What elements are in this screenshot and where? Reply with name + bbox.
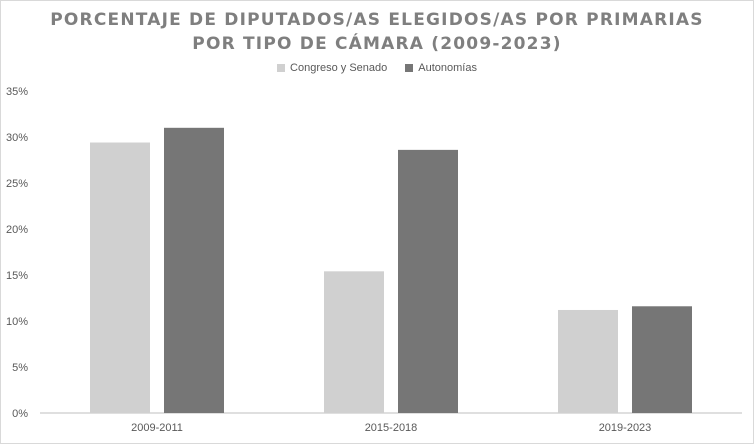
y-tick-label: 25%	[6, 178, 28, 190]
bar-autonomias-0	[164, 127, 224, 414]
y-tick-label: 30%	[6, 132, 28, 144]
bar-congreso-0	[90, 142, 150, 413]
y-tick-label: 0%	[12, 408, 28, 420]
chart-title-line-2: POR TIPO DE CÁMARA (2009-2023)	[192, 34, 562, 54]
y-tick-label: 10%	[6, 316, 28, 328]
y-tick-label: 15%	[6, 270, 28, 282]
x-tick-label: 2009-2011	[131, 422, 183, 434]
bar-congreso-1	[324, 271, 384, 413]
chart-legend: Congreso y Senado Autonomías	[0, 62, 754, 74]
y-tick-label: 5%	[12, 362, 28, 374]
legend-swatch-congreso	[277, 64, 286, 72]
legend-item-autonomias: Autonomías	[405, 62, 477, 74]
chart-title: PORCENTAJE DE DIPUTADOS/AS ELEGIDOS/AS P…	[0, 8, 754, 56]
y-tick-label: 20%	[6, 224, 28, 236]
x-tick-label: 2015-2018	[365, 422, 418, 434]
legend-item-congreso: Congreso y Senado	[277, 62, 387, 74]
legend-swatch-autonomias	[405, 64, 414, 72]
bar-autonomias-2	[632, 306, 692, 413]
x-tick-label: 2019-2023	[599, 422, 652, 434]
legend-label-autonomias: Autonomías	[418, 62, 477, 74]
legend-label-congreso: Congreso y Senado	[290, 62, 388, 74]
bar-autonomias-1	[398, 149, 458, 413]
y-tick-label: 35%	[6, 86, 28, 98]
bar-congreso-2	[558, 309, 618, 413]
chart-title-line-1: PORCENTAJE DE DIPUTADOS/AS ELEGIDOS/AS P…	[50, 10, 704, 30]
